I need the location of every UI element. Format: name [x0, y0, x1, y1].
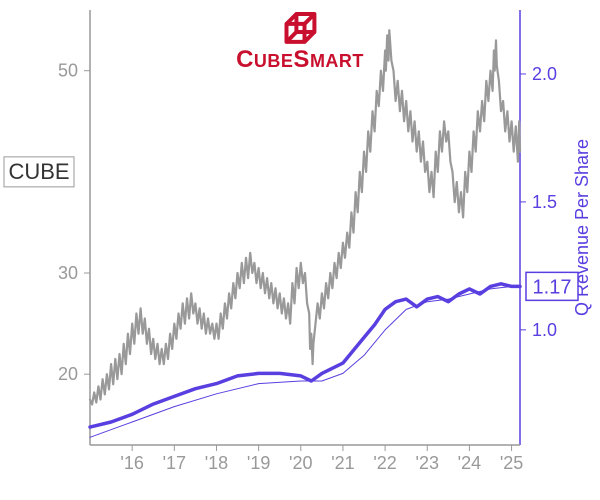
x-tick-label: '21	[331, 453, 354, 473]
y-left-tick-label: 30	[58, 263, 78, 283]
y-left-tick-label: 20	[58, 364, 78, 384]
x-tick-label: '18	[205, 453, 228, 473]
stock-chart: 20 30 50 1.0 1.5 2.0 '16 '17 '18 '19 '20 '21 '22 '23 '…	[0, 0, 600, 500]
ticker-label: CUBE	[8, 159, 69, 184]
y-right-tick-label: 1.0	[532, 320, 557, 340]
x-tick-label: '23	[416, 453, 439, 473]
x-tick-label: '24	[458, 453, 481, 473]
x-tick-label: '19	[247, 453, 270, 473]
y-right-tick-label: 2.0	[532, 64, 557, 84]
x-tick-label: '25	[500, 453, 523, 473]
current-value-label: 1.17	[533, 276, 572, 298]
x-tick-label: '17	[163, 453, 186, 473]
x-tick-label: '16	[120, 453, 143, 473]
y-left-tick-label: 50	[58, 61, 78, 81]
brand-name: CUBESMART	[236, 46, 364, 73]
x-tick-label: '20	[289, 453, 312, 473]
x-tick-label: '22	[373, 453, 396, 473]
chart-svg: 20 30 50 1.0 1.5 2.0 '16 '17 '18 '19 '20 '21 '22 '23 '…	[0, 0, 600, 500]
y-right-tick-label: 1.5	[532, 192, 557, 212]
